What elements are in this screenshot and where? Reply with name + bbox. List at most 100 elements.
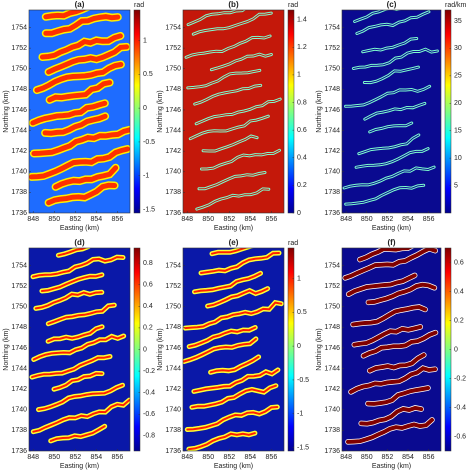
texture-core [32,256,124,278]
texture-core [367,353,426,373]
texture-core [47,304,116,325]
x-tick-label: 850 [202,216,214,223]
texture-core [190,384,277,409]
y-tick-label: 1746 [165,107,181,114]
colorbar-label: rad/km [445,2,467,9]
y-tick-label: 1738 [324,189,340,196]
texture-core [53,372,103,391]
y-tick-label: 1748 [324,324,340,331]
y-tick-label: 1744 [11,365,27,372]
texture-core [354,10,397,22]
x-tick-label: 852 [69,454,81,461]
colorbar-tick-label: 5 [454,182,458,189]
colorbar-tick-label: -0.8 [143,433,155,440]
map-texture [183,248,284,451]
y-tick-label: 1748 [165,324,181,331]
colorbar-tick-label: 0.6 [143,282,153,289]
x-tick-label: 856 [266,216,278,223]
texture-core [42,113,108,136]
y-tick-label: 1736 [324,210,340,217]
texture-core [198,172,266,190]
x-axis-label: Easting (km) [60,463,99,470]
texture-core [53,165,119,190]
y-axis-label: Northing (km) [316,328,323,370]
panel-title: (f) [388,238,396,247]
colorbar [287,9,295,214]
colorbar-tick-label: 0 [454,346,458,353]
y-tick-label: 1754 [324,24,340,31]
colorbar-tick-label: -0.2 [143,368,155,375]
colorbar-tick-label: 25 [454,73,462,80]
texture-core [358,134,420,155]
y-tick-label: 1736 [165,210,181,217]
texture-core [355,148,429,168]
map-texture [184,10,282,211]
y-tick-label: 1740 [165,169,181,176]
colorbar-tick-label: 0 [143,346,147,353]
colorbar-tick-label: -1.5 [143,206,155,213]
texture-core [34,62,124,93]
panel-title: (d) [74,238,85,247]
x-tick-label: 850 [48,216,60,223]
y-tick-label: 1738 [165,189,181,196]
y-axis-label: Northing (km) [3,90,10,132]
x-tick-label: 856 [423,454,435,461]
y-tick-label: 1748 [11,324,27,331]
y-tick-label: 1748 [324,86,340,93]
colorbar-tick-label: -0.4 [454,404,466,411]
texture-core [194,84,262,105]
x-tick-label: 852 [382,454,394,461]
y-axis-label: Northing (km) [3,328,10,370]
texture-core [47,325,104,343]
texture-core [189,115,269,140]
colorbar-tick-label: 0.5 [143,71,153,78]
x-tick-label: 850 [202,454,214,461]
texture-core [43,14,121,36]
colorbar-tick-label: 30 [454,45,462,52]
y-tick-label: 1750 [11,304,27,311]
y-tick-label: 1752 [324,283,340,290]
colorbar-tick-label: 0 [297,210,301,217]
x-tick-label: 852 [223,216,235,223]
y-tick-label: 1750 [165,66,181,73]
texture-core [361,330,438,358]
y-tick-label: 1746 [324,345,340,352]
texture-core [356,11,430,34]
axes-frame [182,9,285,214]
y-tick-label: 1754 [11,24,27,31]
y-tick-label: 1752 [165,45,181,52]
y-tick-label: 1746 [165,345,181,352]
panel: 848 850 852 854 856 1736 1738 1740 1742 1744 1746 1… [316,0,467,232]
texture-core [352,324,423,347]
colorbar-tick-label: -0.6 [143,411,155,418]
texture-core [196,188,270,210]
x-tick-label: 848 [340,454,352,461]
texture-core [188,326,257,348]
texture-core [187,10,245,26]
y-tick-label: 1752 [11,283,27,290]
colorbar-tick-label: -0.4 [143,390,155,397]
texture-core [31,127,130,156]
texture-core [186,406,279,431]
y-tick-label: 1742 [165,148,181,155]
texture-core [187,69,261,89]
y-tick-label: 1738 [11,189,27,196]
colorbar-tick-label: 0.8 [143,260,153,267]
texture-core [192,368,279,393]
texture-core [185,35,271,58]
panel: 848 850 852 854 856 1736 1738 1740 1742 1744 1746 1… [157,0,307,232]
texture-core [39,33,123,60]
texture-core [32,399,130,433]
x-axis-label: Easting (km) [372,225,411,232]
colorbar-tick-label: 10 [454,155,462,162]
texture-core [31,355,111,379]
x-tick-label: 850 [48,454,60,461]
x-tick-label: 854 [244,216,256,223]
y-tick-label: 1740 [11,407,27,414]
y-tick-label: 1742 [11,148,27,155]
y-tick-label: 1744 [324,365,340,372]
y-tick-label: 1736 [165,448,181,455]
panel-title: (a) [75,0,85,9]
x-tick-label: 848 [181,216,193,223]
y-tick-label: 1736 [324,448,340,455]
